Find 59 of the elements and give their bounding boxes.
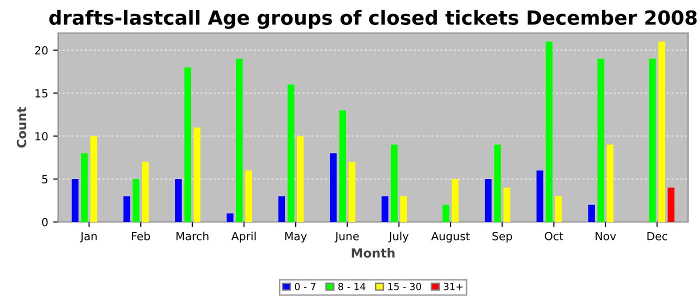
bar [132,179,140,222]
x-tick-label: Sep [492,232,512,242]
x-tick-label: July [388,232,409,242]
bar [536,170,544,222]
x-tick-label: March [176,232,208,240]
bar [400,196,407,222]
bar [658,42,666,222]
bar [226,213,234,222]
x-tick-label: Dec [647,232,668,240]
bar [123,196,130,222]
bar [236,58,243,222]
bar [390,144,398,222]
bar [606,144,614,222]
x-axis-title: Month [352,248,395,258]
bar [72,179,78,222]
bar [649,58,656,222]
legend-label: 0 - 7 [294,282,316,290]
bar [339,110,346,222]
bar [442,204,450,222]
legend-label: 31+ [444,282,463,290]
bar [175,179,182,222]
y-tick-label: 0 [42,218,48,226]
bar [90,136,98,222]
bar [184,67,192,222]
y-tick-label: 15 [35,89,48,98]
bar [452,179,459,222]
y-tick-label: 5 [42,175,48,184]
legend-label: 8 - 14 [338,282,366,290]
bar [278,196,286,222]
bar [668,188,674,222]
x-tick-label: April [231,232,256,242]
y-tick-label: 10 [35,132,48,140]
bar [494,144,501,222]
y-axis-title: Count [16,107,26,148]
x-tick-label: Nov [596,232,616,240]
bar [330,153,337,222]
x-tick-label: Feb [132,232,150,240]
bar [597,58,604,222]
bar [296,136,304,222]
bar [555,196,562,222]
x-tick-label: Oct [544,232,564,240]
bar [484,179,492,222]
bar [348,162,356,222]
bar [503,188,510,222]
x-tick-label: June [334,232,359,242]
bar [194,128,200,222]
x-tick-label: May [285,232,307,242]
bar [382,196,388,222]
legend-label: 15 - 30 [388,282,422,290]
bar [245,170,252,222]
y-tick-label: 20 [35,46,48,55]
bar [546,42,553,222]
bar [588,204,595,222]
x-tick-label: August [431,232,470,242]
x-tick-label: Jan [80,232,97,242]
bar [142,162,149,222]
chart-title: drafts-lastcall Age groups of closed tickets December 2008 [49,10,697,29]
bar [288,84,294,222]
bar [81,153,88,222]
